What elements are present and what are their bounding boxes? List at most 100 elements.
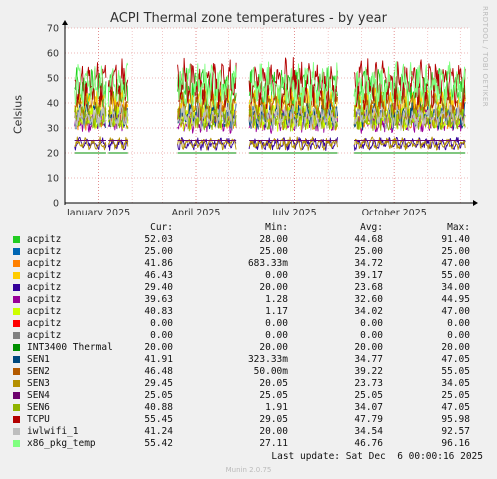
- legend-swatch: [13, 440, 20, 447]
- legend-value-min: 20.00: [259, 282, 288, 293]
- legend-value-max: 47.05: [441, 402, 470, 413]
- legend-value-cur: 55.42: [144, 438, 173, 449]
- legend-value-avg: 23.73: [354, 378, 383, 389]
- legend-value-avg: 25.00: [354, 246, 383, 257]
- legend-value-cur: 41.24: [144, 426, 173, 437]
- series-line: [248, 104, 338, 132]
- legend-row: acpitz 52.03 28.00 44.68 91.40: [0, 234, 497, 246]
- legend-swatch: [13, 368, 20, 375]
- legend-row: acpitz 0.00 0.00 0.00 0.00: [0, 330, 497, 342]
- legend-value-max: 47.00: [441, 258, 470, 269]
- legend-value-max: 44.95: [441, 294, 470, 305]
- legend-value-cur: 55.45: [144, 414, 173, 425]
- legend-value-min: 683.33m: [247, 258, 288, 269]
- legend-header: Cur: Min: Avg: Max:: [0, 222, 497, 234]
- series-line: [248, 136, 338, 151]
- series-line: [177, 137, 237, 151]
- column-header-min: Min:: [265, 222, 288, 233]
- legend-value-max: 55.05: [441, 366, 470, 377]
- legend-value-cur: 29.45: [144, 378, 173, 389]
- legend-value-avg: 39.17: [354, 270, 383, 281]
- legend-value-cur: 41.91: [144, 354, 173, 365]
- series-line: [74, 106, 107, 130]
- chart-title: ACPI Thermal zone temperatures - by year: [110, 11, 387, 26]
- legend-value-max: 34.05: [441, 378, 470, 389]
- series-line: [108, 102, 129, 130]
- series-line: [353, 61, 466, 113]
- series-line: [249, 61, 338, 112]
- legend-swatch: [13, 236, 20, 243]
- legend-value-avg: 23.68: [354, 282, 383, 293]
- x-tick-label: January 2025: [66, 208, 130, 215]
- y-tick-label: 20: [47, 149, 59, 160]
- legend-value-min: 20.05: [259, 378, 288, 389]
- series-line: [248, 104, 338, 132]
- legend-swatch: [13, 332, 20, 339]
- series-line: [353, 102, 466, 131]
- legend-row: acpitz 46.43 0.00 39.17 55.00: [0, 270, 497, 282]
- legend-swatch: [13, 296, 20, 303]
- series-line: [177, 102, 237, 132]
- column-header-cur: Cur:: [150, 222, 173, 233]
- series-line: [107, 62, 129, 108]
- series-line: [74, 104, 107, 130]
- column-header-avg: Avg:: [360, 222, 383, 233]
- legend-value-avg: 34.02: [354, 306, 383, 317]
- series-line: [177, 137, 237, 151]
- series-line: [248, 102, 338, 131]
- legend-row: acpitz 40.83 1.17 34.02 47.00: [0, 306, 497, 318]
- legend-value-min: 0.00: [265, 318, 288, 329]
- legend-row: INT3400 Thermal 20.00 20.00 20.00 20.00: [0, 342, 497, 354]
- y-axis-arrow: [62, 20, 68, 25]
- legend-value-cur: 40.88: [144, 402, 173, 413]
- legend-value-max: 55.00: [441, 270, 470, 281]
- legend-swatch: [13, 260, 20, 267]
- legend-swatch: [13, 344, 20, 351]
- legend-series-name: SEN2: [27, 366, 50, 377]
- legend-value-min: 20.00: [259, 342, 288, 353]
- legend-row: acpitz 39.63 1.28 32.60 44.95: [0, 294, 497, 306]
- legend-row: acpitz 0.00 0.00 0.00 0.00: [0, 318, 497, 330]
- legend-value-min: 25.05: [259, 390, 288, 401]
- series-line: [177, 102, 237, 131]
- legend-row: SEN1 41.91 323.33m 34.77 47.05: [0, 354, 497, 366]
- series-line: [74, 102, 107, 130]
- legend-series-name: acpitz: [27, 282, 62, 293]
- legend-value-avg: 0.00: [360, 318, 383, 329]
- legend-value-max: 20.00: [441, 342, 470, 353]
- y-tick-label: 10: [47, 174, 59, 185]
- legend-value-min: 1.91: [265, 402, 288, 413]
- legend-value-cur: 46.43: [144, 270, 173, 281]
- legend-series-name: acpitz: [27, 294, 62, 305]
- legend-value-avg: 34.07: [354, 402, 383, 413]
- legend-row: acpitz 25.00 25.00 25.00 25.00: [0, 246, 497, 258]
- legend-value-min: 1.28: [265, 294, 288, 305]
- legend-value-avg: 25.05: [354, 390, 383, 401]
- legend-series-name: acpitz: [27, 306, 62, 317]
- legend-swatch: [13, 392, 20, 399]
- legend-series-name: SEN4: [27, 390, 50, 401]
- series-line: [74, 136, 107, 151]
- legend-value-max: 47.05: [441, 354, 470, 365]
- legend-series-name: SEN1: [27, 354, 50, 365]
- x-tick-label: April 2025: [172, 208, 221, 215]
- legend-value-min: 1.17: [265, 306, 288, 317]
- legend-row: x86_pkg_temp 55.42 27.11 46.76 96.16: [0, 438, 497, 450]
- legend-series-name: INT3400 Thermal: [27, 342, 113, 353]
- series-line: [248, 57, 338, 110]
- legend-value-avg: 20.00: [354, 342, 383, 353]
- series-line: [353, 136, 466, 151]
- legend-swatch: [13, 380, 20, 387]
- legend-series-name: iwlwifi_1: [27, 426, 79, 437]
- legend-value-cur: 39.63: [144, 294, 173, 305]
- legend-value-max: 91.40: [441, 234, 470, 245]
- legend-value-cur: 20.00: [144, 342, 173, 353]
- rrdtool-credit: RRDTOOL / TOBI OETIKER: [481, 6, 489, 108]
- legend-value-min: 20.00: [259, 426, 288, 437]
- legend-value-cur: 40.83: [144, 306, 173, 317]
- legend-value-max: 34.00: [441, 282, 470, 293]
- legend-value-min: 0.00: [265, 330, 288, 341]
- legend-series-name: acpitz: [27, 258, 62, 269]
- y-tick-label: 60: [47, 49, 59, 60]
